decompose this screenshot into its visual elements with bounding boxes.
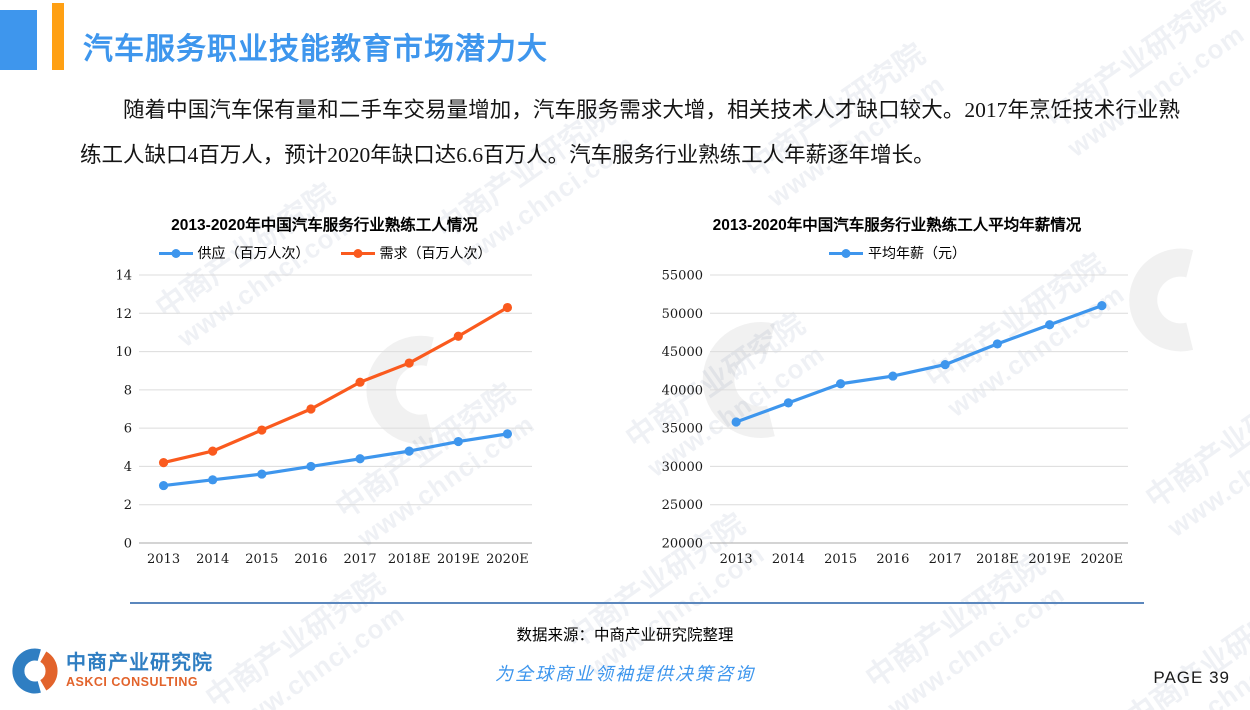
line-chart: 20000 25000 30000 35000 40000 45000 50000 55000… bbox=[662, 269, 1128, 567]
svg-text:2014: 2014 bbox=[772, 552, 805, 567]
svg-text:20000: 20000 bbox=[662, 537, 703, 552]
source-note: 数据来源：中商产业研究院整理 bbox=[516, 627, 734, 644]
svg-text:30000: 30000 bbox=[662, 460, 703, 475]
svg-text:25000: 25000 bbox=[662, 498, 703, 513]
svg-text:2019E: 2019E bbox=[437, 552, 480, 567]
askci-logo: 中商产业研究院 ASKCI CONSULTING bbox=[12, 648, 213, 694]
logo-name-cn: 中商产业研究院 bbox=[66, 652, 213, 675]
svg-text:6: 6 bbox=[124, 422, 132, 437]
svg-text:2: 2 bbox=[124, 498, 132, 513]
svg-text:45000: 45000 bbox=[662, 345, 703, 360]
chart-title: 2013-2020年中国汽车服务行业熟练工人情况 bbox=[171, 217, 478, 234]
legend-marker-icon bbox=[829, 248, 863, 258]
svg-text:12: 12 bbox=[115, 307, 132, 322]
svg-text:14: 14 bbox=[115, 269, 132, 284]
footer-separator-line bbox=[130, 602, 1144, 604]
chart-legend: 平均年薪（元） bbox=[650, 243, 1144, 263]
askci-logo-icon bbox=[12, 648, 58, 694]
svg-text:0: 0 bbox=[124, 537, 132, 552]
askci-logo-text: 中商产业研究院 ASKCI CONSULTING bbox=[66, 652, 213, 690]
svg-text:2013: 2013 bbox=[147, 552, 180, 567]
legend-marker-icon bbox=[158, 248, 193, 258]
svg-text:2016: 2016 bbox=[876, 552, 909, 567]
chart-legend: 供应（百万人次） 需求（百万人次） bbox=[103, 243, 546, 263]
svg-text:55000: 55000 bbox=[662, 269, 703, 284]
chart-title: 2013-2020年中国汽车服务行业熟练工人平均年薪情况 bbox=[712, 217, 1082, 234]
svg-text:8: 8 bbox=[124, 383, 132, 398]
legend-item: 平均年薪（元） bbox=[828, 243, 966, 263]
svg-text:2013: 2013 bbox=[720, 552, 753, 567]
svg-text:2019E: 2019E bbox=[1028, 552, 1071, 567]
logo-name-en: ASKCI CONSULTING bbox=[66, 675, 199, 690]
footer-motto: 为全球商业领袖提供决策咨询 bbox=[495, 664, 755, 685]
svg-text:2020E: 2020E bbox=[1081, 552, 1124, 567]
svg-text:2018E: 2018E bbox=[976, 552, 1019, 567]
line-chart: 0 2 4 6 8 10 12 14 2013 2014 2015 2016 2017 2018E 2019… bbox=[115, 269, 532, 567]
legend-item: 供应（百万人次） bbox=[158, 243, 310, 263]
svg-text:2014: 2014 bbox=[196, 552, 229, 567]
svg-text:40000: 40000 bbox=[662, 383, 703, 398]
svg-text:2015: 2015 bbox=[824, 552, 857, 567]
watermark-text: 中商产业研究院 www.chnci.com bbox=[1140, 367, 1250, 543]
svg-text:2016: 2016 bbox=[294, 552, 327, 567]
svg-text:2020E: 2020E bbox=[486, 552, 529, 567]
svg-text:35000: 35000 bbox=[662, 422, 703, 437]
svg-text:2018E: 2018E bbox=[388, 552, 431, 567]
watermark-text: 中商产业研究院 www.chnci.com bbox=[1120, 587, 1250, 710]
chart-workers: 2013-2020年中国汽车服务行业熟练工人情况 供应（百万人次） 需求（百万人次… bbox=[103, 213, 546, 575]
body-paragraph: 随着中国汽车保有量和二手车交易量增加，汽车服务需求大增，相关技术人才缺口较大。2… bbox=[80, 98, 1180, 167]
svg-text:4: 4 bbox=[124, 460, 132, 475]
svg-text:2015: 2015 bbox=[245, 552, 278, 567]
title-accent-bar bbox=[52, 3, 64, 70]
svg-text:2017: 2017 bbox=[929, 552, 962, 567]
legend-marker-icon bbox=[340, 248, 375, 258]
legend-item: 需求（百万人次） bbox=[340, 243, 492, 263]
svg-text:50000: 50000 bbox=[662, 307, 703, 322]
page-title: 汽车服务职业技能教育市场潜力大 bbox=[83, 33, 548, 66]
page-number: PAGE 39 bbox=[1153, 668, 1230, 687]
chart-salary: 2013-2020年中国汽车服务行业熟练工人平均年薪情况 平均年薪（元） 200… bbox=[650, 213, 1144, 575]
svg-text:2017: 2017 bbox=[344, 552, 377, 567]
svg-text:10: 10 bbox=[115, 345, 132, 360]
title-accent-square bbox=[0, 10, 37, 70]
